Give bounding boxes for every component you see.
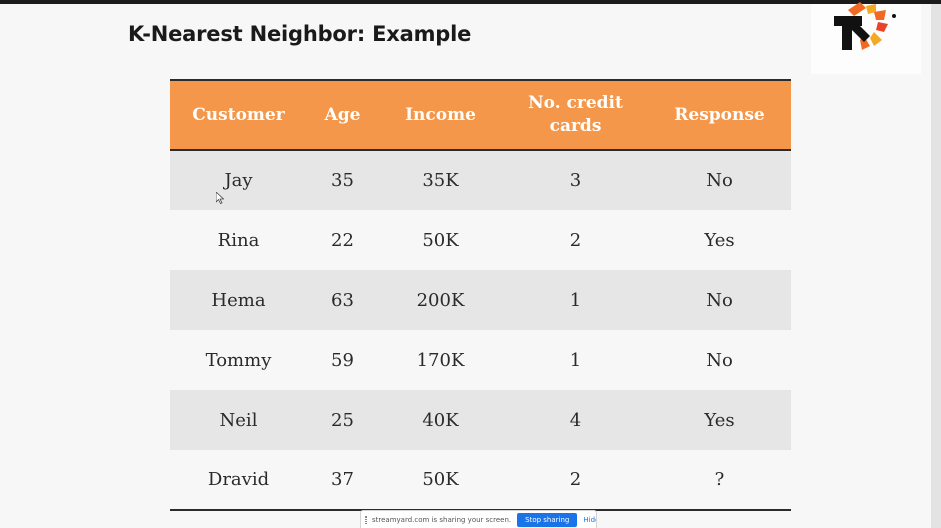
table-header-row: Customer Age Income No. credit cards Res…: [170, 79, 791, 151]
cell-response: No: [706, 349, 733, 371]
cell-age: 25: [331, 409, 354, 431]
table-body: Jay 35 35K 3 No Rina 22 50K 2 Yes Hema 6…: [170, 150, 791, 511]
cell-age: 37: [307, 450, 378, 511]
cell-customer: Rina: [217, 229, 260, 251]
logo-arrow-diagonal: [848, 20, 870, 42]
cell-response: No: [706, 289, 733, 311]
cell-income: 200K: [416, 289, 465, 311]
slide-edge-shade: [931, 4, 941, 528]
mouse-pointer-icon: [216, 192, 224, 204]
cell-customer: Tommy: [205, 349, 272, 371]
table-row: Tommy 59 170K 1 No: [170, 330, 791, 390]
cell-credit-cards: 1: [569, 349, 582, 371]
cell-age: 63: [331, 289, 354, 311]
table-row: Hema 63 200K 1 No: [170, 270, 791, 330]
cell-customer: Dravid: [170, 450, 307, 511]
cell-income: 50K: [422, 229, 459, 251]
starburst-arrow-logo-icon: [834, 2, 896, 50]
cell-income: 35K: [422, 170, 459, 191]
hide-button[interactable]: Hide: [583, 515, 596, 524]
table-header: Customer Age Income No. credit cards Res…: [170, 79, 791, 151]
cell-response: Yes: [704, 409, 735, 431]
column-header-response: Response: [648, 79, 791, 151]
table-row: Neil 25 40K 4 Yes: [170, 390, 791, 450]
column-header-age: Age: [307, 79, 378, 151]
drag-handle-icon[interactable]: [365, 515, 367, 524]
cell-customer: Neil: [219, 409, 258, 431]
cell-income: 40K: [422, 409, 459, 431]
column-header-customer: Customer: [170, 79, 307, 151]
cell-age: 22: [331, 229, 354, 251]
cell-credit-cards: 4: [569, 409, 582, 431]
cell-credit-cards: 2: [569, 229, 582, 251]
screen-share-bar: streamyard.com is sharing your screen. S…: [360, 510, 597, 528]
cell-response: Yes: [704, 229, 735, 251]
logo-dot: [892, 14, 896, 18]
slide-title: K-Nearest Neighbor: Example: [128, 22, 472, 46]
cell-response: No: [706, 170, 733, 191]
share-message: streamyard.com is sharing your screen.: [372, 515, 512, 524]
stop-sharing-button[interactable]: Stop sharing: [517, 512, 578, 527]
cell-response: ?: [648, 450, 791, 511]
cell-customer: Hema: [211, 289, 266, 311]
cell-age: 35: [331, 170, 354, 191]
customer-table: Customer Age Income No. credit cards Res…: [170, 79, 791, 511]
cell-income: 170K: [416, 349, 465, 371]
cell-income: 50K: [378, 450, 503, 511]
cell-age: 59: [331, 349, 354, 371]
cell-credit-cards: 1: [569, 289, 582, 311]
column-header-credit-cards: No. credit cards: [503, 79, 648, 151]
column-header-income: Income: [378, 79, 503, 151]
table-row: Jay 35 35K 3 No: [170, 150, 791, 210]
table-row: Rina 22 50K 2 Yes: [170, 210, 791, 270]
cell-credit-cards: 2: [503, 450, 648, 511]
cell-customer: Jay: [224, 170, 253, 191]
cell-credit-cards: 3: [569, 170, 582, 191]
table-row: Dravid 37 50K 2 ?: [170, 450, 791, 511]
